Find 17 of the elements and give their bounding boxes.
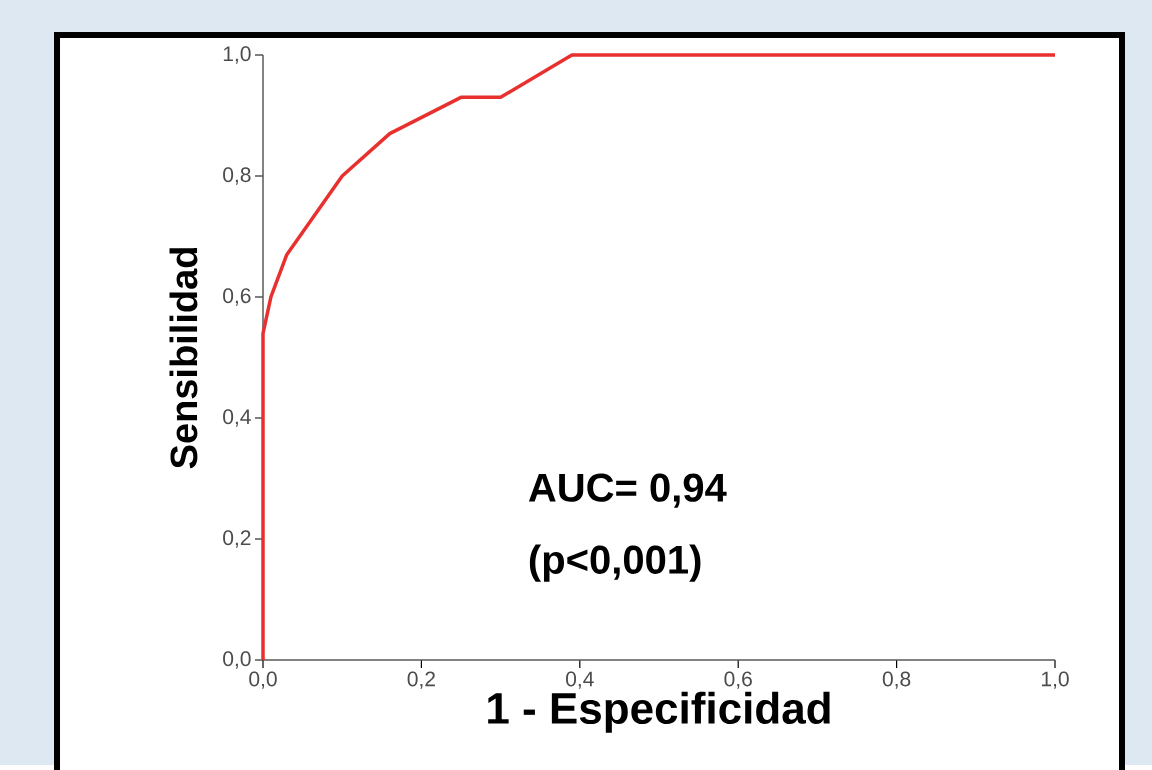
y-tick-label: 0,6: [223, 288, 251, 306]
x-tick-label: 0,0: [249, 671, 277, 689]
x-axis-title: 1 - Especificidad: [488, 691, 830, 733]
y-axis-title: Sensibilidad: [169, 248, 198, 469]
line-series: [261, 53, 1057, 662]
x-tick-label: 0,8: [882, 671, 911, 689]
y-tick-label: 0,4: [223, 409, 251, 427]
x-tick-label: 0,6: [724, 671, 752, 689]
y-tick-label: 1,0: [223, 46, 251, 64]
annotation: AUC= 0,94: [528, 473, 727, 508]
annotation: (p<0,001): [529, 544, 701, 582]
y-tick-label: 0,2: [223, 530, 251, 548]
x-tick-label: 0,4: [566, 671, 594, 689]
x-tick-label: 0,2: [407, 671, 435, 689]
y-tick-label: 0,0: [223, 651, 251, 669]
x-tick-label: 1,0: [1042, 671, 1069, 689]
y-tick-label: 0,8: [223, 167, 251, 185]
